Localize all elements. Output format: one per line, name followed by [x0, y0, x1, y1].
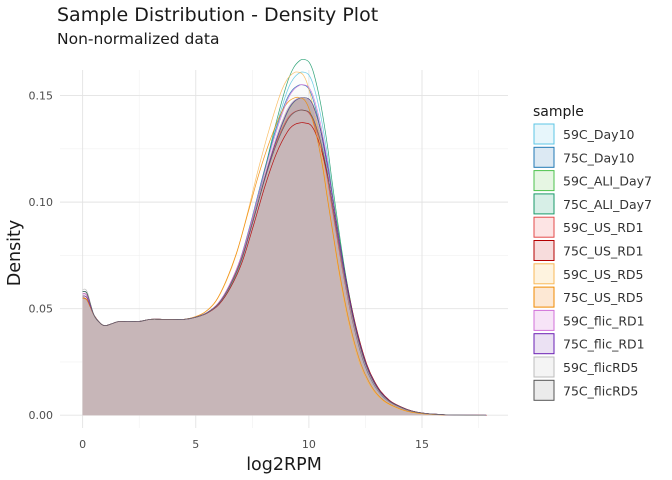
- density-area-59C_Day10: [82, 71, 486, 416]
- density-area-59C_flic_RD1: [82, 84, 486, 416]
- legend-label-59C_flicRD5: 59C_flicRD5: [563, 360, 638, 375]
- legend-key-75C_US_RD5: [533, 286, 555, 308]
- density-area-75C_US_RD1: [82, 122, 487, 416]
- density-area-59C_US_RD5: [82, 71, 480, 416]
- legend-key-75C_Day10: [533, 146, 555, 168]
- density-area-59C_ALI_Day7: [82, 97, 487, 416]
- legend-key-75C_US_RD1: [533, 240, 555, 261]
- y-axis-title: Density: [5, 220, 25, 287]
- density-lines: [82, 58, 487, 416]
- y-tick-label: 0.15: [29, 90, 54, 103]
- y-tick-label: 0.10: [29, 196, 54, 209]
- legend-label-59C_ALI_Day7: 59C_ALI_Day7: [563, 174, 652, 189]
- density-area-59C_US_RD1: [82, 109, 485, 416]
- density-area-59C_flicRD5: [82, 97, 485, 416]
- legend-label-75C_Day10: 75C_Day10: [563, 150, 635, 165]
- legend-label-75C_flic_RD1: 75C_flic_RD1: [563, 337, 645, 352]
- legend-key-59C_flicRD5: [533, 356, 555, 378]
- legend-key-59C_ALI_Day7: [533, 170, 555, 192]
- legend-label-59C_US_RD1: 59C_US_RD1: [563, 220, 643, 235]
- density-areas: [82, 59, 487, 416]
- legend: sample 59C_Day10 75C_Day10 59C_ALI_Day7 75C…: [533, 104, 652, 401]
- legend-key-59C_US_RD1: [533, 216, 555, 238]
- density-area-75C_flicRD5: [82, 109, 486, 416]
- density-area-75C_Day10: [82, 84, 485, 416]
- combined-density-area: [82, 97, 486, 416]
- x-tick-label: 15: [415, 438, 429, 451]
- y-axis-ticks: 0.00 0.05 0.10 0.15: [29, 90, 54, 423]
- x-tick-label: 5: [192, 438, 199, 451]
- x-tick-label: 10: [302, 438, 316, 451]
- legend-key-59C_flic_RD1: [533, 309, 555, 331]
- legend-key-59C_US_RD5: [533, 263, 555, 285]
- density-area-75C_ALI_Day7: [82, 59, 486, 416]
- density-line-75C_flicRD5: [82, 109, 486, 416]
- legend-label-75C_ALI_Day7: 75C_ALI_Day7: [563, 197, 652, 212]
- legend-key-75C_flic_RD1: [533, 333, 555, 355]
- y-tick-label: 0.05: [29, 303, 54, 316]
- legend-label-75C_US_RD5: 75C_US_RD5: [563, 290, 643, 305]
- x-tick-label: 0: [79, 438, 86, 451]
- x-axis-title: log2RPM: [246, 455, 322, 475]
- legend-label-59C_Day10: 59C_Day10: [563, 127, 635, 142]
- legend-key-75C_ALI_Day7: [533, 193, 555, 215]
- legend-label-59C_US_RD5: 59C_US_RD5: [563, 267, 643, 282]
- legend-title: sample: [533, 104, 584, 120]
- legend-items: 59C_Day10 75C_Day10 59C_ALI_Day7 75C_ALI_Da…: [533, 123, 652, 401]
- y-tick-label: 0.00: [29, 409, 54, 422]
- density-area-75C_US_RD5: [82, 97, 481, 416]
- legend-key-75C_flicRD5: [533, 379, 555, 401]
- chart-title: Sample Distribution - Density Plot: [57, 4, 378, 26]
- legend-key-59C_Day10: [533, 123, 555, 145]
- legend-label-75C_US_RD1: 75C_US_RD1: [563, 244, 643, 259]
- legend-label-59C_flic_RD1: 59C_flic_RD1: [563, 313, 645, 328]
- density-area-75C_flic_RD1: [82, 97, 487, 416]
- chart-subtitle: Non-normalized data: [57, 30, 219, 48]
- legend-label-75C_flicRD5: 75C_flicRD5: [563, 383, 638, 398]
- x-axis-ticks: 0 5 10 15: [79, 438, 429, 451]
